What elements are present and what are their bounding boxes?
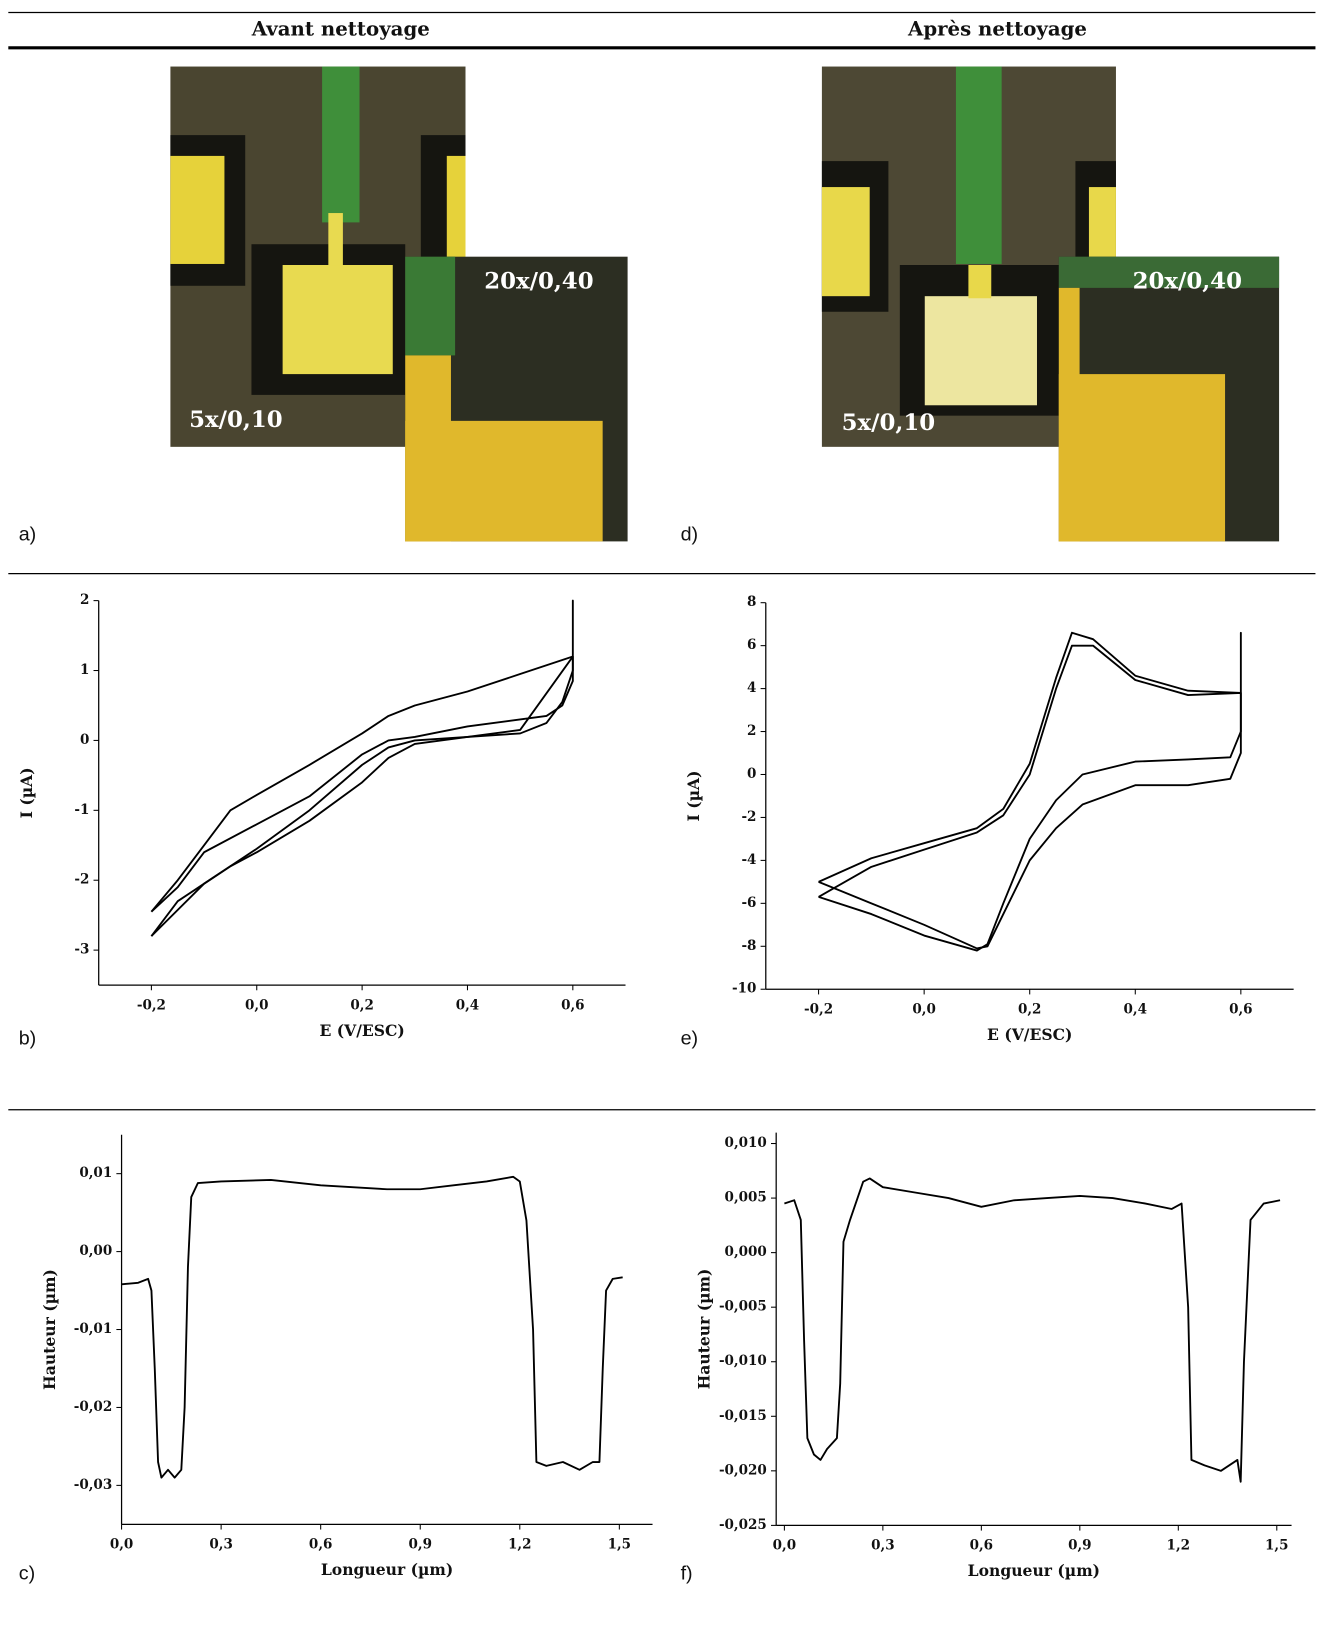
y-tick-label: -2 bbox=[741, 809, 756, 825]
panel-label: a) bbox=[19, 523, 37, 545]
y-tick-label: -0,02 bbox=[74, 1399, 112, 1415]
panel-label: c) bbox=[19, 1562, 35, 1584]
y-tick-label: 1 bbox=[80, 662, 89, 678]
y-tick-label: 0 bbox=[80, 732, 89, 748]
magnification: 5x/0,10 bbox=[842, 410, 936, 436]
magnification: 20x/0,40 bbox=[484, 269, 593, 295]
x-axis-label: Longueur (µm) bbox=[968, 1561, 1100, 1580]
x-tick-label: 0,6 bbox=[561, 997, 584, 1013]
x-tick-label: 0,0 bbox=[773, 1538, 796, 1554]
x-tick-label: 0,4 bbox=[1124, 1002, 1148, 1018]
x-tick-label: 0,2 bbox=[350, 997, 374, 1013]
panel-label: d) bbox=[681, 523, 699, 545]
y-tick-label: -0,03 bbox=[74, 1477, 112, 1493]
y-tick-label: 6 bbox=[747, 637, 756, 653]
x-tick-label: 0,3 bbox=[209, 1537, 233, 1553]
x-axis-label: E (V/ESC) bbox=[987, 1025, 1072, 1044]
x-tick-label: -0,2 bbox=[137, 997, 166, 1013]
data-line bbox=[818, 631, 1242, 952]
column-heading: Après nettoyage bbox=[907, 17, 1087, 41]
x-tick-label: 0,0 bbox=[245, 997, 269, 1013]
y-tick-label: -6 bbox=[741, 895, 756, 911]
x-tick-label: 1,5 bbox=[1265, 1538, 1289, 1554]
x-tick-label: 0,6 bbox=[309, 1537, 333, 1553]
x-tick-label: 1,2 bbox=[1167, 1538, 1191, 1554]
y-tick-label: 8 bbox=[747, 594, 756, 610]
y-axis-label: Hauteur (µm) bbox=[40, 1269, 59, 1390]
y-axis-label: Hauteur (µm) bbox=[695, 1269, 714, 1390]
y-tick-label: -4 bbox=[741, 852, 756, 868]
x-tick-label: 0,6 bbox=[1229, 1002, 1253, 1018]
y-tick-label: 4 bbox=[747, 680, 756, 696]
y-tick-label: 0,00 bbox=[79, 1243, 112, 1259]
data-line bbox=[150, 655, 574, 937]
y-tick-label: -10 bbox=[732, 981, 756, 997]
x-tick-label: 0,3 bbox=[871, 1538, 894, 1554]
micrograph-high bbox=[405, 256, 628, 542]
y-tick-label: -0,01 bbox=[74, 1321, 112, 1337]
y-tick-label: -0,015 bbox=[719, 1408, 767, 1424]
y-tick-label: -0,010 bbox=[719, 1353, 767, 1369]
data-line bbox=[121, 1175, 623, 1479]
micrograph-low bbox=[170, 66, 466, 447]
x-tick-label: 0,0 bbox=[110, 1537, 133, 1553]
x-tick-label: 1,5 bbox=[608, 1537, 631, 1553]
magnification: 5x/0,10 bbox=[189, 407, 283, 433]
x-tick-label: 0,9 bbox=[408, 1537, 432, 1553]
y-tick-label: 0,000 bbox=[725, 1244, 767, 1260]
x-axis-label: E (V/ESC) bbox=[319, 1021, 404, 1040]
data-line bbox=[818, 644, 1242, 950]
x-tick-label: -0,2 bbox=[804, 1002, 833, 1018]
x-tick-label: 0,2 bbox=[1018, 1002, 1041, 1018]
y-tick-label: 0,01 bbox=[79, 1165, 112, 1181]
magnification: 20x/0,40 bbox=[1133, 269, 1242, 295]
y-tick-label: 0,005 bbox=[725, 1190, 767, 1206]
y-tick-label: 0 bbox=[747, 766, 756, 782]
y-tick-label: 2 bbox=[80, 592, 89, 608]
y-tick-label: -3 bbox=[74, 942, 89, 958]
y-tick-label: -8 bbox=[741, 938, 756, 954]
y-tick-label: 0,010 bbox=[725, 1135, 767, 1151]
x-axis-label: Longueur (µm) bbox=[321, 1560, 453, 1579]
y-axis-label: I (µA) bbox=[17, 767, 36, 818]
y-axis-label: I (µA) bbox=[684, 770, 703, 821]
panel-label: f) bbox=[681, 1562, 693, 1584]
x-tick-label: 0,9 bbox=[1068, 1538, 1092, 1554]
x-tick-label: 0,4 bbox=[456, 997, 480, 1013]
x-tick-label: 0,0 bbox=[912, 1002, 935, 1018]
y-tick-label: -2 bbox=[74, 872, 89, 888]
panel-label: b) bbox=[19, 1027, 37, 1049]
panel-label: e) bbox=[681, 1027, 699, 1049]
y-tick-label: -0,025 bbox=[719, 1517, 767, 1533]
column-heading: Avant nettoyage bbox=[251, 17, 430, 41]
x-tick-label: 1,2 bbox=[508, 1537, 532, 1553]
micrograph-high bbox=[1058, 256, 1280, 542]
y-tick-label: -0,020 bbox=[719, 1462, 767, 1478]
y-tick-label: -1 bbox=[74, 802, 89, 818]
y-tick-label: 2 bbox=[747, 723, 756, 739]
data-line bbox=[150, 599, 574, 937]
y-tick-label: -0,005 bbox=[719, 1299, 767, 1315]
x-tick-label: 0,6 bbox=[970, 1538, 994, 1554]
data-line bbox=[784, 1177, 1281, 1483]
